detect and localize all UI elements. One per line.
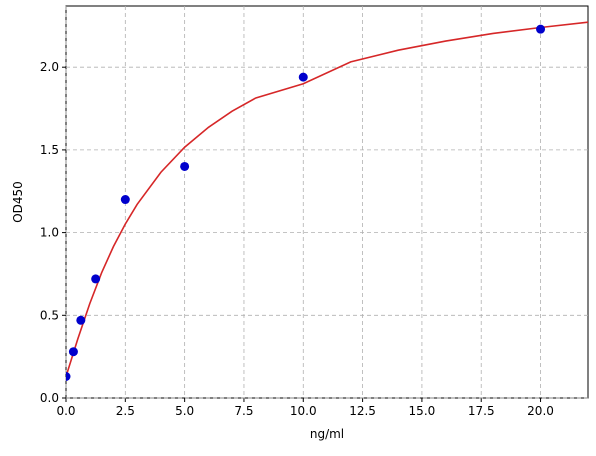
data-point bbox=[120, 195, 130, 205]
x-tick-label: 2.5 bbox=[116, 404, 135, 418]
data-point bbox=[76, 315, 86, 325]
y-tick-label: 1.0 bbox=[40, 226, 59, 240]
data-point bbox=[180, 161, 190, 171]
fit-curve bbox=[66, 21, 588, 377]
data-point bbox=[68, 347, 78, 357]
y-tick-label: 0.0 bbox=[40, 391, 59, 405]
x-tick-label: 20.0 bbox=[527, 404, 554, 418]
plot-frame bbox=[65, 5, 589, 399]
y-axis-label: OD450 bbox=[11, 181, 25, 223]
y-tick-label: 0.5 bbox=[40, 308, 59, 322]
x-tick-label: 0.0 bbox=[56, 404, 75, 418]
data-point bbox=[298, 72, 308, 82]
data-point bbox=[91, 274, 101, 284]
x-tick-label: 7.5 bbox=[234, 404, 253, 418]
x-axis-label: ng/ml bbox=[310, 427, 344, 441]
y-tick-label: 1.5 bbox=[40, 143, 59, 157]
x-tick-label: 12.5 bbox=[349, 404, 376, 418]
data-point bbox=[536, 24, 546, 34]
x-tick-label: 17.5 bbox=[468, 404, 495, 418]
y-tick-label: 2.0 bbox=[40, 60, 59, 74]
x-tick-label: 5.0 bbox=[175, 404, 194, 418]
x-tick-label: 15.0 bbox=[409, 404, 436, 418]
data-point bbox=[66, 371, 71, 381]
x-tick-label: 10.0 bbox=[290, 404, 317, 418]
